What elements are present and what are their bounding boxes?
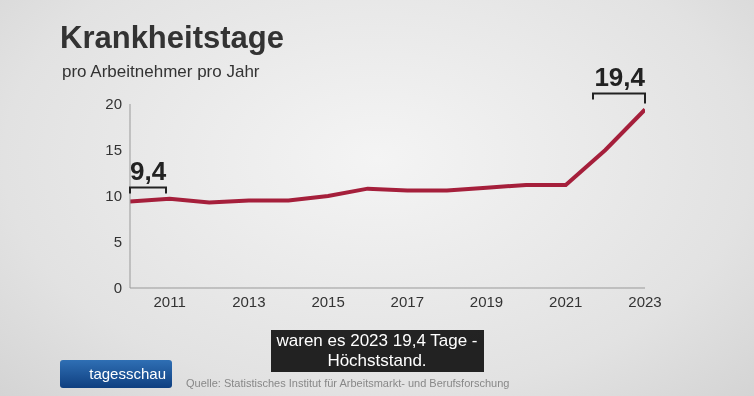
svg-text:2021: 2021	[549, 293, 582, 310]
svg-text:19,4: 19,4	[594, 62, 645, 92]
svg-text:9,4: 9,4	[130, 156, 167, 186]
html-text:tagesschau: tagesschau	[89, 365, 166, 382]
svg-text:5: 5	[114, 233, 122, 250]
html-text:waren es 2023 19,4 Tage -: waren es 2023 19,4 Tage -	[276, 331, 478, 350]
svg-text:2017: 2017	[391, 293, 424, 310]
svg-text:2011: 2011	[153, 293, 185, 310]
html-text:Krankheitstage: Krankheitstage	[60, 20, 284, 55]
html-text:Höchststand.: Höchststand.	[327, 351, 427, 370]
svg-text:0: 0	[114, 279, 122, 296]
html-text:Quelle: Statistisches Institut: Quelle: Statistisches Institut für Arbei…	[186, 377, 510, 389]
svg-text:2023: 2023	[628, 293, 661, 310]
html-text:pro Arbeitnehmer pro Jahr: pro Arbeitnehmer pro Jahr	[62, 62, 260, 81]
svg-text:2019: 2019	[470, 293, 503, 310]
svg-text:15: 15	[105, 141, 122, 158]
svg-text:2015: 2015	[311, 293, 344, 310]
svg-text:2013: 2013	[232, 293, 265, 310]
svg-text:10: 10	[105, 187, 122, 204]
svg-text:20: 20	[105, 95, 122, 112]
